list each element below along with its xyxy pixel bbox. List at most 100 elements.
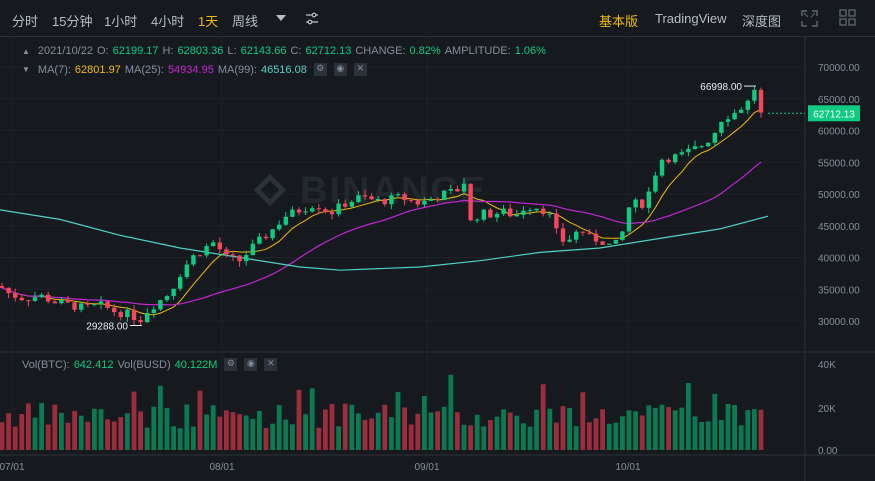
volume-bar [356,413,361,450]
candle-body [263,236,269,239]
interval-1m[interactable]: 分时 [12,14,39,29]
candle-body [587,232,592,234]
volume-bar [197,390,203,450]
vol-settings-icon[interactable]: ⚙ [224,358,238,371]
volume-bar [164,408,170,450]
ma25-line [1,161,762,306]
volume-bar [230,412,236,450]
candle-body [593,233,599,242]
layout-grid-icon[interactable] [839,9,856,26]
volume-bar [692,416,698,450]
volume-bar [639,415,645,450]
view-depth[interactable]: 深度图 [742,14,782,29]
volume-bar [217,416,223,450]
volume-bar [699,422,704,450]
interval-1w[interactable]: 周线 [232,14,259,29]
close-label: C: [290,45,302,57]
candle-body [448,188,453,191]
vol-busd-label: Vol(BUSD) [117,358,171,371]
candle-body [112,307,117,313]
volume-bar [725,403,731,450]
vol-close-icon[interactable]: ✕ [264,358,278,371]
candle-body [745,100,750,110]
view-tradingview[interactable]: TradingView [655,11,727,26]
candle-body [679,152,684,155]
change-value: 0.82% [409,45,441,57]
candle-body [125,309,130,318]
ma99-line [0,209,769,271]
ohlc-legend: ▲ 2021/10/22 O: 62199.17 H: 62803.36 L: 621… [22,45,546,57]
candle-body [692,146,698,149]
volume-bar [151,406,157,450]
volume-bar [52,404,58,450]
amplitude-label: AMPLITUDE: [444,45,511,57]
volume-bar [296,389,302,450]
vol-busd-value: 40.122M [174,358,218,371]
candle-body [620,231,625,240]
volume-bar [290,424,295,450]
candle-body [178,277,183,289]
watermark: BINANCE [253,170,485,212]
candle-body [461,183,467,192]
interval-15m[interactable]: 15分钟 [52,14,93,29]
interval-4h[interactable]: 4小时 [151,14,185,29]
candle-body [230,254,236,256]
candle-body [329,212,335,215]
amplitude-value: 1.06% [514,45,546,57]
volume-bar [738,425,744,450]
volume-bar [257,411,262,450]
volume-bar [98,409,104,450]
collapse-triangle-icon[interactable]: ▼ [22,65,30,74]
vol-visibility-icon[interactable]: ◉ [244,358,258,371]
interval-1d[interactable]: 1天 [198,14,219,29]
volume-bar [435,411,440,450]
current-price-tag [808,105,860,122]
ma25-label: MA(25): [124,63,164,76]
candle-body [580,231,585,233]
candle-body [224,249,229,255]
more-intervals-icon[interactable] [276,15,286,22]
volume-bar [573,426,579,450]
volume-bar [481,426,487,450]
interval-1h[interactable]: 1小时 [104,14,138,29]
price-tick-label: 30000.00 [818,317,860,328]
candle-body [19,297,24,301]
volume-bar [468,425,473,450]
volume-bar [408,424,414,450]
volume-bar [78,415,84,450]
indicator-settings-icon[interactable] [304,11,320,26]
candle-body [118,312,123,318]
volume-bar [666,407,671,450]
volume-bar [712,393,718,450]
volume-bar [39,403,44,450]
time-tick-label: 10/01 [615,462,640,473]
candle-body [646,191,651,208]
collapse-triangle-icon[interactable]: ▲ [22,46,30,56]
volume-bar [336,426,341,450]
candle-body [46,294,51,302]
candle-body [428,199,434,201]
view-basic[interactable]: 基本版 [599,14,639,29]
candle-body [72,302,77,310]
fullscreen-icon[interactable] [801,10,818,27]
candle-body [732,112,737,120]
ma-visibility-icon[interactable]: ◉ [333,63,347,76]
ohlc-date: 2021/10/22 [37,45,93,57]
candle-body [197,255,203,257]
open-value: 62199.17 [112,45,159,57]
candle-body [65,299,71,303]
ma-settings-icon[interactable]: ⚙ [313,63,327,76]
candle-body [686,148,691,153]
open-label: O: [96,45,109,57]
volume-bar [158,385,163,450]
candle-body [640,199,645,208]
candle-body [607,243,612,245]
time-tick-label: 08/01 [209,462,234,473]
candle-body [349,201,354,207]
ma-close-icon[interactable]: ✕ [353,63,367,76]
ma7-line [1,109,762,316]
volume-bar [19,414,25,450]
volume-bar [250,418,256,450]
volume-bar [323,409,328,450]
